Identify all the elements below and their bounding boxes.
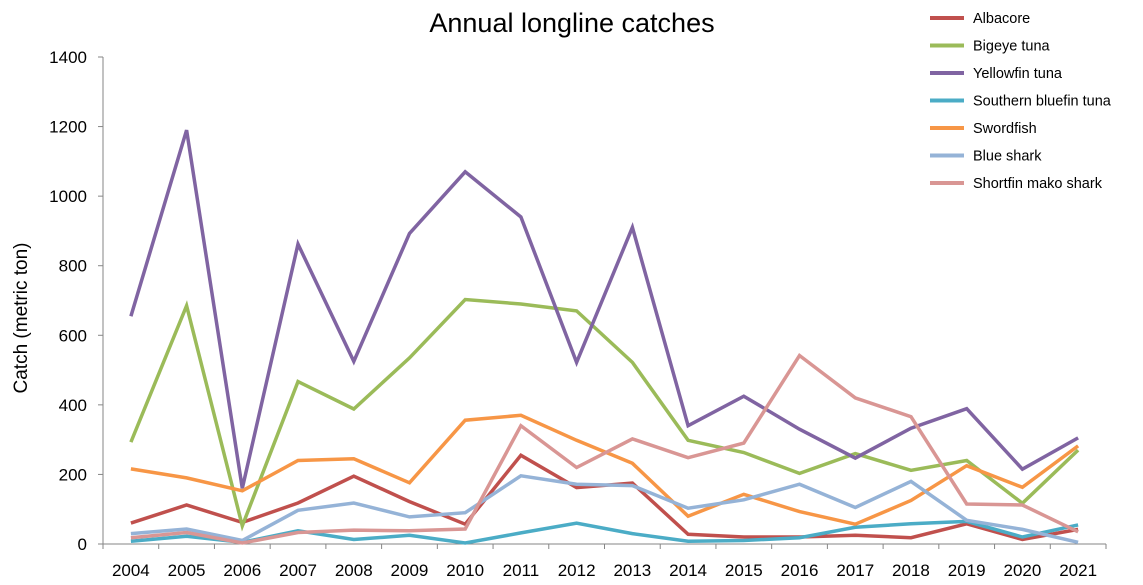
y-tick-label: 400 — [59, 396, 87, 415]
x-tick-label: 2004 — [112, 561, 150, 580]
chart-title: Annual longline catches — [429, 8, 714, 38]
y-tick-label: 1200 — [49, 118, 87, 137]
x-tick-label: 2009 — [391, 561, 429, 580]
y-tick-label: 1000 — [49, 187, 87, 206]
y-tick-label: 0 — [78, 535, 87, 554]
legend-label: Bigeye tuna — [973, 39, 1051, 55]
legend-label: Blue shark — [973, 149, 1042, 165]
series-line-shortfin-mako-shark — [130, 352, 1079, 545]
series-line-blue-shark — [130, 473, 1079, 545]
x-tick-label: 2006 — [223, 561, 261, 580]
y-axis-title: Catch (metric ton) — [11, 243, 32, 394]
y-tick-label: 1400 — [49, 48, 87, 67]
y-tick-label: 800 — [59, 257, 87, 276]
legend: Albacore Bigeye tuna Yellowfin tuna Souther… — [930, 11, 1112, 192]
series-lines — [129, 129, 1080, 545]
x-tick-label: 2012 — [558, 561, 596, 580]
x-tick-label: 2013 — [613, 561, 651, 580]
x-tick-label: 2020 — [1004, 561, 1042, 580]
series-line-bigeye-tuna — [129, 297, 1080, 532]
x-tick-label: 2011 — [503, 561, 540, 580]
x-tick-label: 2016 — [781, 561, 819, 580]
y-tick-label: 200 — [59, 465, 87, 484]
x-tick-label: 2005 — [168, 561, 206, 580]
legend-label: Yellowfin tuna — [973, 66, 1063, 82]
x-tick-label: 2007 — [279, 561, 317, 580]
x-tick-label: 2014 — [669, 561, 707, 580]
legend-label: Shortfin mako shark — [973, 176, 1103, 192]
x-tick-label: 2015 — [725, 561, 763, 580]
series-line-swordfish — [130, 413, 1080, 527]
axes: 0 200 400 600 800 1000 1200 1400 2004 2005 2006 200… — [49, 48, 1107, 580]
x-tick-label: 2008 — [335, 561, 373, 580]
legend-label: Albacore — [973, 11, 1030, 27]
x-tick-label: 2010 — [446, 561, 484, 580]
y-tick-label: 600 — [59, 326, 87, 345]
x-tick-label: 2021 — [1059, 561, 1097, 580]
x-tick-label: 2018 — [892, 561, 930, 580]
x-tick-label: 2019 — [948, 561, 986, 580]
legend-label: Southern bluefin tuna — [973, 94, 1112, 110]
legend-label: Swordfish — [973, 121, 1037, 137]
series-line-yellowfin-tuna — [129, 129, 1079, 489]
x-tick-label: 2017 — [836, 561, 874, 580]
